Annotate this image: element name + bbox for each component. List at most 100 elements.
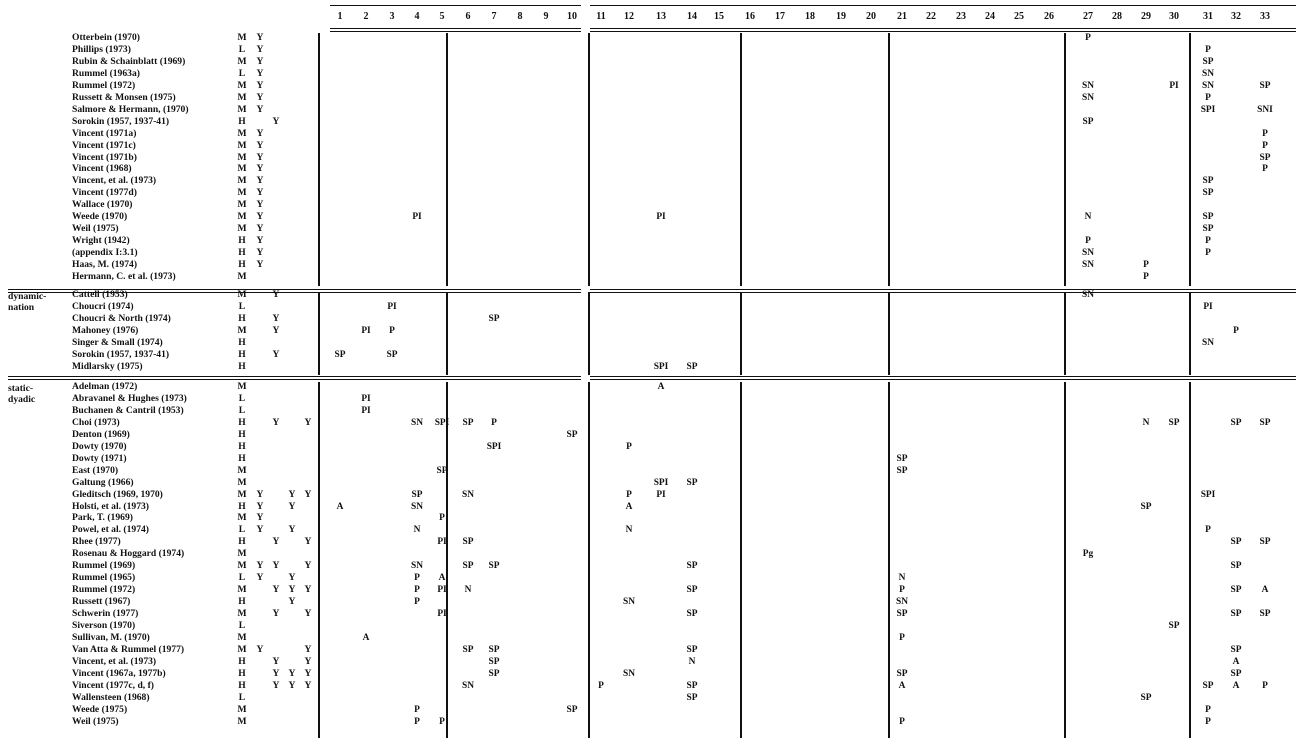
reference-label: Vincent (1977d) (72, 187, 137, 199)
table-cell-code: P (414, 704, 420, 715)
table-cell-code: N (464, 585, 472, 596)
table-cell-code: SPI (434, 417, 450, 428)
table-cell-code: A (898, 680, 906, 691)
table-cell-code: SP (488, 313, 500, 324)
table-cell-code: SN (411, 501, 423, 512)
attribute-flag: Y (256, 151, 264, 163)
attribute-flag: Y (272, 312, 280, 324)
attribute-flag: H (238, 259, 246, 271)
attribute-flag: M (237, 271, 247, 282)
table-cell-code: PI (412, 212, 422, 223)
attribute-flag: L (238, 572, 246, 584)
column-header: 10 (567, 11, 577, 22)
attribute-flag: L (238, 300, 246, 312)
table-cell-code: SP (1230, 417, 1242, 428)
table-cell-code: SN (1202, 337, 1214, 348)
table-cell-code: SP (1202, 176, 1214, 187)
table-cell-code: SP (566, 704, 578, 715)
column-group-rule (446, 33, 448, 286)
attribute-flag: M (237, 91, 247, 103)
reference-label: Vincent (1967a, 1977b) (72, 667, 166, 679)
reference-label: East (1970) (72, 464, 119, 476)
reference-label: Singer & Small (1974) (72, 336, 163, 348)
attribute-flag: M (237, 187, 247, 199)
attribute-flag: M (237, 55, 247, 67)
table-cell-code: PI (361, 325, 371, 336)
reference-label: Haas, M. (1974) (72, 259, 138, 271)
table-cell-code: SN (1082, 260, 1094, 271)
table-cell-code: SP (1082, 116, 1094, 127)
table-cell-code: PI (361, 393, 371, 404)
attribute-flag: Y (256, 259, 264, 271)
header-rule (330, 31, 581, 32)
table-cell-code: SP (566, 429, 578, 440)
table-cell-code: Pg (1082, 549, 1094, 560)
reference-label: Adelman (1972) (72, 381, 138, 392)
attribute-flag: Y (304, 679, 312, 691)
table-cell-code: SP (686, 477, 698, 488)
reference-label: Van Atta & Rummel (1977) (72, 643, 185, 655)
table-cell-code: SP (488, 561, 500, 572)
attribute-flag: Y (304, 584, 312, 596)
attribute-flag: Y (304, 667, 312, 679)
reference-label: (appendix I:3.1) (72, 247, 138, 259)
reference-label: Weil (1975) (72, 715, 119, 727)
reference-label: Galtung (1966) (72, 476, 134, 488)
reference-label: Schwerin (1977) (72, 608, 139, 620)
column-group-rule (1064, 292, 1066, 375)
table-cell-code: SP (436, 465, 448, 476)
attribute-flag: M (237, 289, 247, 300)
attribute-flag: Y (288, 488, 296, 500)
attribute-flag: L (238, 43, 246, 55)
reference-label: Rhee (1977) (72, 536, 121, 548)
column-header: 33 (1260, 11, 1270, 22)
attribute-flag: Y (304, 488, 312, 500)
reference-label: Sorokin (1957, 1937-41) (72, 115, 170, 127)
column-header: 16 (745, 11, 755, 22)
attribute-flag: H (238, 452, 246, 464)
reference-label: Phillips (1973) (72, 43, 131, 55)
column-header: 6 (465, 11, 471, 22)
column-group-rule (588, 292, 590, 375)
table-cell-code: PI (1169, 80, 1179, 91)
reference-label: Sullivan, M. (1970) (72, 631, 150, 643)
attribute-flag: H (238, 655, 246, 667)
table-cell-code: SN (411, 561, 423, 572)
table-cell-code: P (1262, 140, 1268, 151)
attribute-flag: H (238, 348, 246, 360)
attribute-flag: M (237, 79, 247, 91)
header-rule (330, 5, 581, 6)
attribute-flag: Y (304, 608, 312, 620)
column-header: 26 (1044, 11, 1054, 22)
table-cell-code: PI (361, 405, 371, 416)
attribute-flag: M (237, 324, 247, 336)
column-group-rule (588, 382, 590, 738)
table-cell-code: SP (1259, 417, 1271, 428)
table-cell-code: N (413, 525, 421, 536)
table-cell-code: P (1205, 92, 1211, 103)
section-divider (8, 292, 581, 293)
attribute-flag: H (238, 596, 246, 608)
table-cell-code: SP (1259, 537, 1271, 548)
table-cell-code: A (625, 501, 633, 512)
reference-label: Siverson (1970) (72, 620, 136, 631)
reference-label: Cattell (1953) (72, 289, 128, 300)
table-cell-code: SN (896, 597, 908, 608)
attribute-flag: Y (256, 103, 264, 115)
table-cell-code: SP (896, 465, 908, 476)
table-cell-code: P (1085, 33, 1091, 43)
attribute-flag: M (237, 175, 247, 187)
attribute-flag: H (238, 536, 246, 548)
attribute-flag: Y (288, 596, 296, 608)
attribute-flag: Y (256, 500, 264, 512)
attribute-flag: M (237, 163, 247, 175)
table-cell-code: P (414, 716, 420, 727)
table-cell-code: SN (623, 668, 635, 679)
attribute-flag: Y (304, 536, 312, 548)
section-label: dynamic- nation (8, 291, 47, 313)
table-cell-code: P (491, 417, 497, 428)
table-cell-code: SP (1230, 537, 1242, 548)
table-cell-code: SPI (653, 477, 669, 488)
table-cell-code: N (898, 573, 906, 584)
